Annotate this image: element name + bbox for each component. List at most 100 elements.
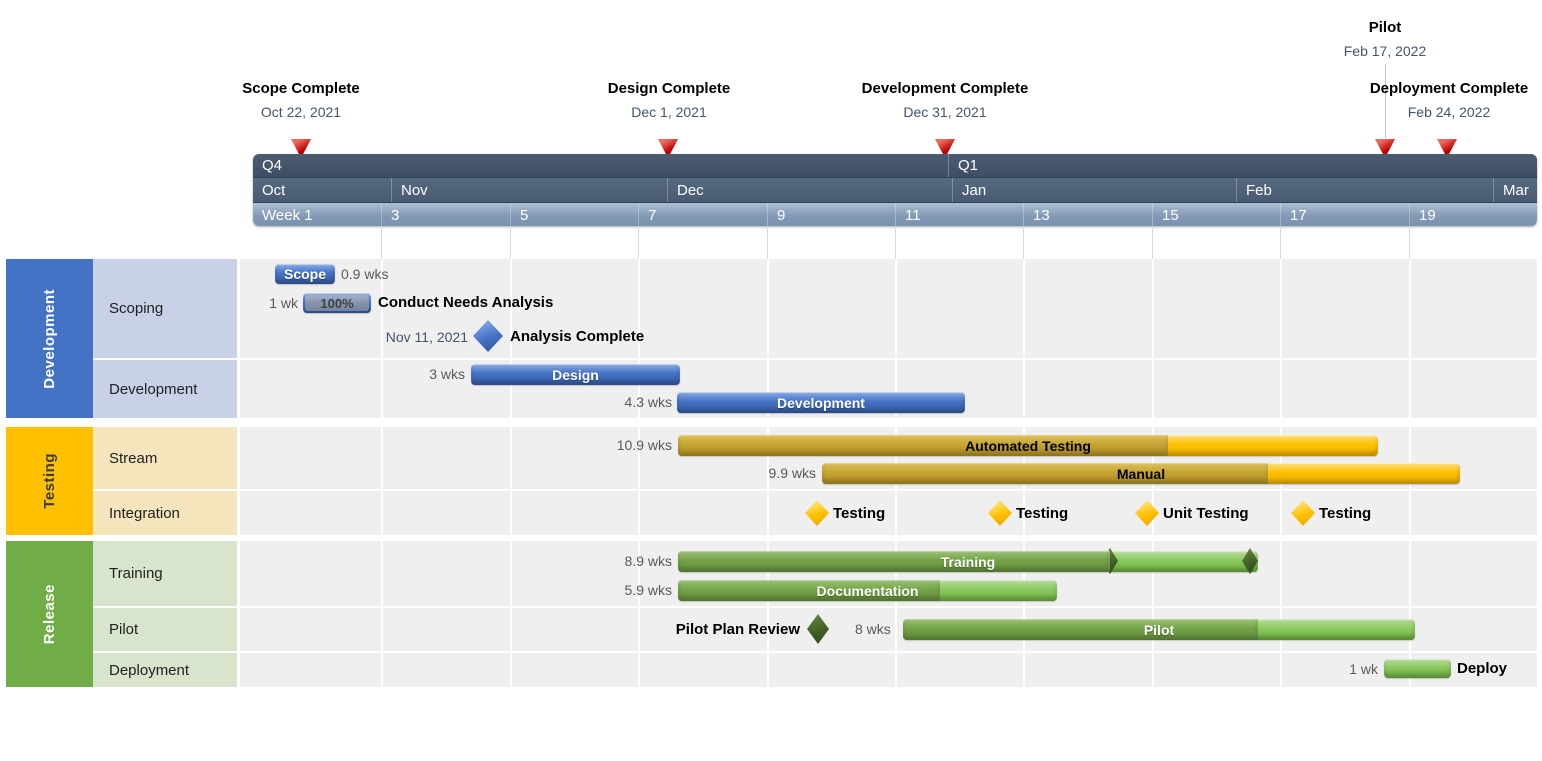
milestone-title-development-complete: Development Complete [861,80,1029,97]
task-bar-documentation[interactable]: Documentation [678,580,1057,601]
milestone-date-design-complete: Dec 1, 2021 [631,104,707,120]
lane-label-integration: Integration [93,491,237,535]
month-row: Oct Nov Dec Jan Feb Mar [253,177,1537,203]
gridline [1152,226,1153,259]
task-bar-automated-testing[interactable]: Automated Testing [678,435,1378,456]
gridline [767,259,769,687]
task-bar-label: Scope [283,266,326,282]
gridline [767,226,768,259]
task-name-label: Deploy [1457,660,1508,677]
milestone-title-scope-complete: Scope Complete [242,80,360,97]
quarter-cell-q4: Q4 [262,157,283,174]
milestone-title-design-complete: Design Complete [607,80,731,97]
week-cell: 5 [510,203,638,226]
group-band-testing: Testing [6,427,93,535]
month-cell-jan: Jan [952,178,1236,203]
duration-label: 4.3 wks [624,394,672,410]
week-cell: 3 [381,203,510,226]
month-cell-oct: Oct [262,182,286,199]
task-bar-label: Training [940,553,996,570]
week-cell: 9 [767,203,895,226]
milestone-date-label: Nov 11, 2021 [385,329,468,345]
task-name-label: Pilot Plan Review [675,621,800,638]
group-band-release: Release [6,541,93,687]
duration-label: 9.9 wks [768,465,816,481]
gridline [638,259,640,687]
progress-fill [678,551,1110,572]
lane-label-text: Pilot [109,621,139,638]
milestone-connector-pilot [1385,64,1386,138]
group-band-development: Development [6,259,93,418]
week-cell: 13 [1023,203,1152,226]
lane-label-stream: Stream [93,427,237,489]
duration-label: 8 wks [855,621,891,637]
task-bar-design[interactable]: Design [471,364,680,385]
task-name-label: Testing [1016,505,1069,522]
task-bar-development[interactable]: Development [677,392,965,413]
lane-label-text: Development [109,380,198,398]
row-separator [240,358,1537,360]
lane-label-text: Stream [109,449,158,467]
progress-fill [903,619,1258,640]
duration-label: 1 wk [1349,661,1378,677]
gridline [510,226,511,259]
duration-label: 0.9 wks [341,266,389,282]
task-bar-label: Documentation [816,582,919,599]
task-bar-label: Design [552,366,599,383]
duration-label: 10.9 wks [616,437,672,453]
lane-label-text: Deployment [109,661,190,679]
month-cell-nov: Nov [391,178,667,203]
timeline-header: Q4 Q1 Oct Nov Dec Jan Feb Mar Week 1 3 5… [253,154,1537,226]
gridline [638,226,639,259]
lane-label-text: Scoping [109,300,164,317]
milestone-date-pilot: Feb 17, 2022 [1343,43,1427,59]
week-cell: 17 [1280,203,1409,226]
task-name-label: Unit Testing [1163,505,1249,522]
week-cell: 11 [895,203,1023,226]
gridline [1280,226,1281,259]
task-bar-label: Development [777,394,865,411]
lane-label-development: Development [93,360,237,418]
lane-label-text: Training [109,565,163,582]
task-name-label: Testing [1319,505,1372,522]
diamond-milestone-icon[interactable] [807,614,829,644]
row-separator [240,651,1537,653]
gridline [381,259,383,687]
duration-label: 3 wks [429,366,465,382]
task-bar-scope[interactable]: Scope [275,264,335,284]
lane-label-scoping: Scoping [93,259,237,358]
task-bar-deploy[interactable] [1384,659,1451,678]
milestone-date-scope-complete: Oct 22, 2021 [260,104,342,120]
gridline [381,226,382,259]
percent-complete-label: 100% [320,295,354,311]
task-bar-label: Pilot [1143,621,1175,638]
diamond-milestone-icon[interactable] [1242,548,1258,574]
group-label: Testing [41,453,58,509]
milestone-title-deployment-complete: Deployment Complete [1369,80,1529,97]
task-name-label: Conduct Needs Analysis [378,294,554,311]
week-cell: 7 [638,203,767,226]
milestone-date-deployment-complete: Feb 24, 2022 [1407,104,1491,120]
task-bar-conduct-needs-analysis[interactable]: 100% [303,293,371,313]
quarter-cell-q1: Q1 [948,154,1537,177]
lane-label-training: Training [93,541,237,606]
milestone-title-pilot: Pilot [1368,19,1402,36]
gridline [895,226,896,259]
task-bar-manual[interactable]: Manual [822,463,1460,484]
development-lane-bg [240,259,1537,418]
task-name-label: Testing [833,505,886,522]
progress-fill [678,435,1168,456]
progress-fill [822,463,1268,484]
week-cell: Week 1 [262,206,313,224]
task-bar-pilot[interactable]: Pilot [903,619,1415,640]
lane-label-pilot: Pilot [93,608,237,651]
week-row: Week 1 3 5 7 9 11 13 15 17 19 [253,202,1537,226]
gridline [510,259,512,687]
task-name-label: Analysis Complete [510,328,645,345]
task-bar-training[interactable]: Training [678,551,1258,572]
duration-label: 8.9 wks [624,553,672,569]
gridline [1409,226,1410,259]
lane-label-text: Integration [109,504,180,522]
progress-fill [678,580,940,601]
